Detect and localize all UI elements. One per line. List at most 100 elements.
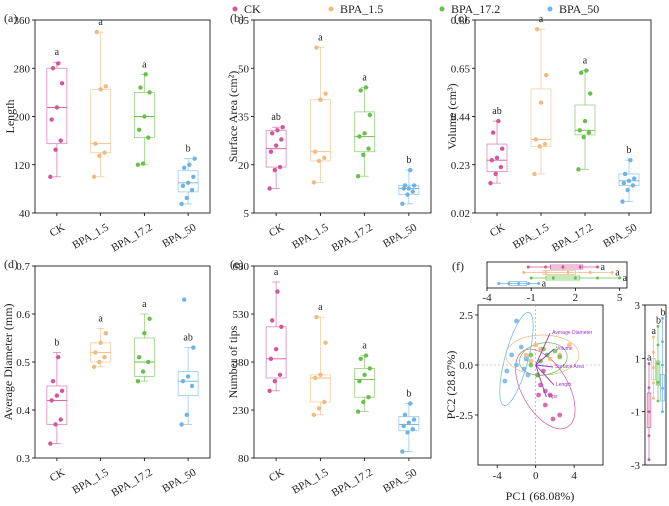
y-tick-label: 0.23	[451, 160, 471, 172]
marginal-point	[647, 434, 651, 438]
data-point	[50, 379, 56, 384]
significance-letter: a	[142, 299, 147, 310]
y-tick-label: 1	[635, 353, 641, 365]
data-point	[405, 192, 410, 197]
data-point	[191, 345, 196, 350]
y-tick-label: 20	[238, 160, 250, 172]
legend-item-BPA_50: BPA_50	[547, 2, 599, 16]
significance-letter: a	[318, 302, 323, 313]
data-point	[355, 409, 361, 414]
data-point	[93, 141, 98, 146]
legend-item-CK: CK	[232, 2, 261, 16]
y-tick-label: 35	[238, 112, 250, 124]
box-BPA_17.2: a BPA_17.2	[550, 56, 596, 254]
data-point	[500, 146, 505, 151]
data-point	[147, 90, 152, 95]
y-tick-label: 0.6	[16, 309, 30, 321]
marginal-point	[661, 386, 664, 390]
data-point	[406, 420, 412, 425]
x-tick-label: BPA_50	[160, 466, 198, 495]
box-BPA_50: b BPA_50	[601, 145, 639, 250]
x-tick-label: BPA_1.5	[70, 466, 111, 496]
series-CK	[535, 368, 563, 422]
marginal-point	[527, 282, 531, 285]
data-point	[363, 85, 369, 90]
y-tick-label: 50	[238, 63, 250, 75]
data-point	[405, 430, 410, 435]
box-BPA_17.2: a BPA_17.2	[109, 59, 155, 254]
x-tick-label: CK	[488, 221, 507, 239]
x-tick-label: 2	[573, 292, 579, 304]
box-BPA_1.5: a BPA_1.5	[290, 302, 331, 496]
data-point	[185, 374, 191, 379]
panel-e: (e) 80 230 380 530 680 Number of tips a CK a BPA_1…	[226, 257, 432, 499]
marginal-point	[656, 343, 660, 347]
y-tick-label: 0.02	[451, 208, 470, 220]
data-point	[140, 161, 146, 166]
significance-letter: a	[318, 33, 323, 44]
ellipse-BPA_50	[499, 312, 534, 406]
data-point	[50, 66, 56, 71]
data-point	[496, 118, 501, 124]
y-tick-label: -3	[631, 460, 641, 472]
marginal-point	[578, 265, 582, 269]
vector-arrow	[535, 364, 547, 398]
marginal-point	[573, 276, 577, 280]
marginal-point	[551, 276, 555, 280]
x-tick-label: BPA_1.5	[511, 221, 552, 251]
data-point	[402, 183, 408, 188]
data-point	[275, 128, 280, 133]
marginal-point	[544, 265, 548, 269]
data-point	[357, 379, 362, 384]
box-BPA_50: b BPA_50	[160, 144, 198, 251]
data-point	[55, 61, 61, 66]
data-point	[357, 134, 362, 139]
data-point	[49, 117, 54, 122]
data-point	[577, 128, 582, 133]
marginal-letter: a	[542, 279, 547, 290]
panel-label: (c)	[454, 11, 467, 25]
data-point	[147, 316, 152, 321]
data-point	[142, 114, 147, 119]
panel-label: (b)	[230, 11, 244, 25]
marginal-box-BPA_17.2	[545, 275, 581, 281]
data-point	[180, 183, 186, 189]
marginal-point	[526, 265, 530, 269]
data-point	[323, 340, 328, 345]
marginal-point	[566, 271, 570, 274]
data-point	[366, 146, 371, 151]
marginal-letter: a	[601, 262, 606, 273]
significance-letter: a	[539, 14, 544, 25]
data-point	[490, 130, 496, 135]
pca-point	[509, 352, 515, 358]
data-point	[138, 85, 143, 90]
marginal-point	[522, 271, 526, 274]
box-BPA_50: b BPA_50	[381, 155, 419, 250]
box-iqr	[177, 371, 199, 397]
pca-point	[514, 362, 519, 368]
data-point	[532, 171, 537, 177]
data-point	[411, 417, 417, 422]
y-tick-label: 0.5	[16, 357, 30, 369]
pca-point	[528, 362, 534, 368]
panel-label: (a)	[4, 11, 17, 25]
data-point	[358, 356, 363, 361]
panel-d: (d) 0.3 0.4 0.5 0.6 0.7 Average Diameter (mm) b…	[1, 257, 211, 499]
significance-letter: b	[54, 337, 59, 348]
marginal-box-BPA_17.2	[655, 360, 661, 386]
significance-letter: a	[583, 56, 588, 67]
significance-letter: b	[186, 144, 191, 155]
data-point	[581, 134, 586, 140]
marginal-point	[647, 458, 651, 462]
marginal-point	[656, 324, 660, 328]
significance-letter: a	[98, 313, 103, 324]
data-point	[312, 149, 318, 154]
y-axis-label: PC2 (28.87%)	[444, 351, 458, 420]
data-point	[267, 186, 272, 191]
pca-point	[528, 352, 534, 358]
marginal-box-BPA_50	[660, 373, 665, 402]
box-CK: ab CK	[265, 112, 287, 239]
marginal-letter: b	[661, 307, 666, 318]
data-point	[314, 45, 319, 50]
data-point	[270, 318, 275, 323]
